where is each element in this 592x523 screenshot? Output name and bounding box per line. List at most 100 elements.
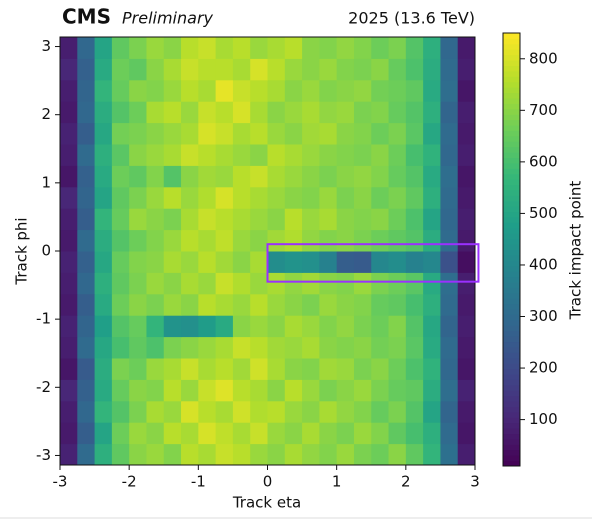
heatmap-cell: [250, 293, 268, 316]
colorbar-segment: [503, 444, 520, 451]
heatmap-cell: [111, 229, 130, 252]
heatmap-cell: [77, 144, 96, 166]
heatmap-cell: [423, 229, 441, 252]
heatmap-cell: [388, 336, 407, 359]
heatmap-cell: [319, 400, 338, 423]
heatmap-cell: [371, 58, 390, 81]
heatmap-cell: [77, 58, 96, 81]
heatmap-cell: [336, 122, 355, 145]
heatmap-cell: [440, 336, 459, 359]
y-tick-label: -2: [36, 378, 51, 396]
heatmap-cell: [302, 37, 320, 59]
heatmap-cell: [440, 251, 459, 273]
heatmap-cell: [129, 272, 147, 295]
heatmap-cell: [198, 293, 217, 316]
heatmap-cell: [198, 208, 217, 231]
heatmap-cell: [146, 122, 165, 145]
heatmap-cell: [232, 79, 251, 102]
heatmap-cell: [215, 315, 234, 338]
heatmap-cell: [163, 208, 182, 231]
colorbar-segment: [503, 222, 520, 229]
heatmap-cell: [250, 358, 268, 380]
heatmap-cell: [111, 443, 130, 466]
heatmap-cell: [440, 101, 459, 124]
y-tick-label: 3: [41, 37, 51, 55]
heatmap-cell: [388, 400, 407, 423]
heatmap-cell: [405, 293, 424, 316]
heatmap-cell: [181, 208, 199, 231]
colorbar-segment: [503, 54, 520, 61]
heatmap-cell: [163, 293, 182, 316]
heatmap-cell: [284, 122, 303, 145]
heatmap-cell: [319, 144, 338, 166]
heatmap-cell: [440, 422, 459, 445]
heatmap-cell: [371, 251, 390, 273]
heatmap-cell: [111, 422, 130, 445]
heatmap-cell: [215, 144, 234, 166]
heatmap-cell: [371, 144, 390, 166]
heatmap-cell: [423, 422, 441, 445]
heatmap-cell: [371, 208, 390, 231]
heatmap-cell: [215, 186, 234, 209]
heatmap-cell: [250, 422, 268, 445]
heatmap-cell: [319, 208, 338, 231]
heatmap-cell: [302, 315, 320, 338]
colorbar-segment: [503, 238, 520, 245]
heatmap-cell: [284, 101, 303, 124]
heatmap-cell: [302, 186, 320, 209]
heatmap-cell: [60, 315, 78, 338]
heatmap-cell: [319, 315, 338, 338]
colorbar-segment: [503, 103, 520, 110]
y-tick-label: -1: [36, 310, 51, 328]
heatmap-cell: [457, 443, 476, 466]
colorbar-segment: [503, 336, 520, 343]
x-tick-label: -3: [53, 473, 68, 491]
heatmap-cell: [181, 251, 199, 273]
heatmap-cell: [111, 400, 130, 423]
colorbar-segment: [503, 384, 520, 391]
colorbar-segment: [503, 49, 520, 56]
heatmap-cell: [302, 165, 320, 188]
colorbar-segment: [503, 406, 520, 413]
colorbar-segment: [503, 346, 520, 353]
colorbar-segment: [503, 325, 520, 332]
heatmap-cell: [336, 422, 355, 445]
heatmap-cell: [232, 358, 251, 380]
heatmap-cell: [146, 165, 165, 188]
colorbar-segment: [503, 119, 520, 126]
colorbar-tick-label: 700: [529, 101, 558, 119]
heatmap-cell: [60, 358, 78, 380]
colorbar-segment: [503, 319, 520, 326]
colorbar-segment: [503, 330, 520, 337]
heatmap-cell: [336, 208, 355, 231]
heatmap-cell: [163, 165, 182, 188]
heatmap-cell: [60, 58, 78, 81]
heatmap-cell: [371, 122, 390, 145]
heatmap-cell: [94, 101, 113, 124]
colorbar-segment: [503, 298, 520, 305]
colorbar-segment: [503, 265, 520, 272]
heatmap-cell: [423, 186, 441, 209]
colorbar-segment: [503, 276, 520, 283]
heatmap-cell: [77, 229, 96, 252]
heatmap-cell: [302, 272, 320, 295]
heatmap-cell: [353, 400, 372, 423]
heatmap-cell: [146, 443, 165, 466]
heatmap-cell: [405, 144, 424, 166]
heatmap-cell: [267, 79, 286, 102]
heatmap-cell: [371, 379, 390, 402]
heatmap-cell: [267, 400, 286, 423]
colorbar-segment: [503, 200, 520, 207]
heatmap-cell: [146, 37, 165, 59]
heatmap-cell: [423, 379, 441, 402]
colorbar-segment: [503, 217, 520, 223]
heatmap-cell: [60, 293, 78, 316]
heatmap-cell: [319, 58, 338, 81]
heatmap-cell: [146, 315, 165, 338]
heatmap-cell: [198, 336, 217, 359]
heatmap-cell: [319, 379, 338, 402]
heatmap-cell: [215, 272, 234, 295]
heatmap-cell: [215, 422, 234, 445]
heatmap-cell: [129, 208, 147, 231]
heatmap-cell: [198, 251, 217, 273]
